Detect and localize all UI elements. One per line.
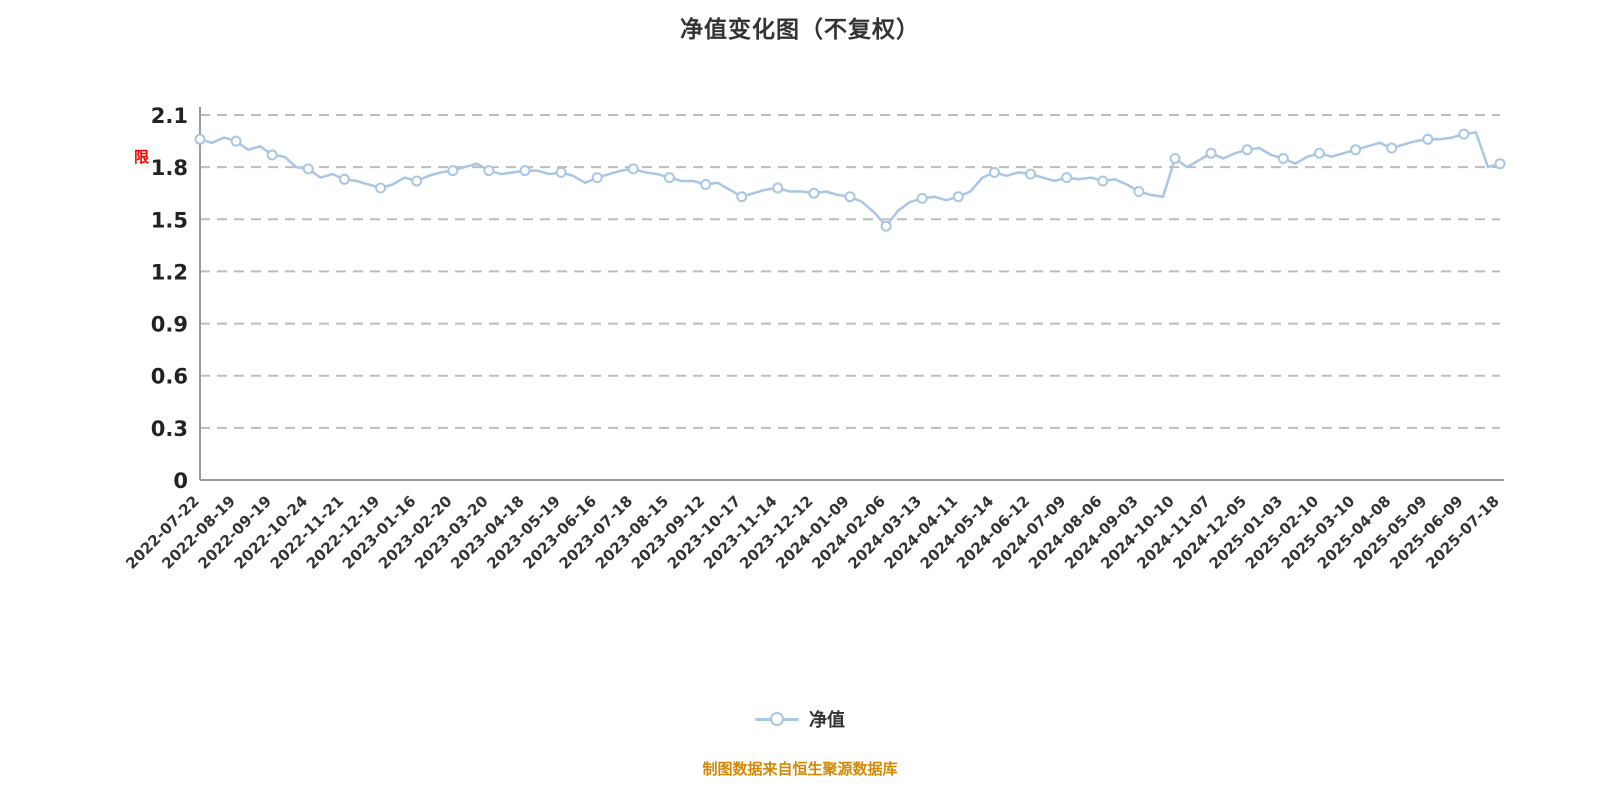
legend-line-marker-icon [755, 710, 799, 728]
legend-label: 净值 [809, 710, 845, 731]
svg-text:1.8: 1.8 [151, 156, 188, 180]
legend-dot-icon [770, 712, 784, 726]
chart-legend[interactable]: 净值 [0, 706, 1600, 732]
svg-text:0.6: 0.6 [151, 365, 188, 389]
netvalue-line-chart[interactable]: 0 0.3 0.6 0.9 1.2 1.5 1.8 2.1 2022-07-222022-08-… [0, 0, 1600, 680]
y-axis-labels: 0 0.3 0.6 0.9 1.2 1.5 1.8 2.1 [151, 104, 188, 493]
netvalue-line [198, 131, 1502, 228]
svg-text:0: 0 [173, 469, 188, 493]
data-source-note: 制图数据来自恒生聚源数据库 [702, 760, 898, 778]
svg-text:0.3: 0.3 [151, 417, 188, 441]
netvalue-markers [194, 128, 1506, 232]
axes [199, 107, 1504, 481]
limit-annotation: 限 [134, 148, 150, 166]
chart-title: 净值变化图（不复权） [680, 17, 920, 43]
x-axis-labels: 2022-07-222022-08-192022-09-192022-10-24… [122, 492, 1503, 573]
svg-text:1.5: 1.5 [151, 208, 188, 232]
svg-text:2.1: 2.1 [151, 104, 188, 128]
svg-text:0.9: 0.9 [151, 313, 188, 337]
gridlines [200, 114, 1500, 429]
svg-text:1.2: 1.2 [151, 260, 188, 284]
